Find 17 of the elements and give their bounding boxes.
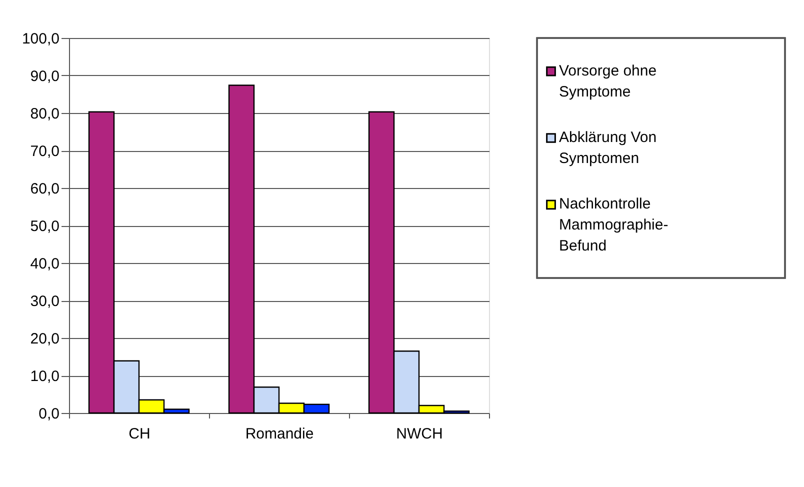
y-tick-label: 40,0 [30,256,60,272]
y-tick-label: 20,0 [30,330,60,348]
y-tick-label: 70,0 [30,143,60,160]
y-tick-label: 80,0 [30,106,60,122]
legend-label: Nachkontrolle Mammographie-Befund [559,196,668,255]
x-tick-label: Romandie [245,426,314,442]
legend-label: Vorsorge ohne Symptome [559,62,657,100]
y-tick-label: 60,0 [30,180,60,198]
legend-label: Abklärung Von Symptomen [559,129,657,167]
y-tick-label: 50,0 [30,218,60,235]
y-tick-label: 90,0 [30,68,60,85]
y-tick-label: 0,0 [38,406,60,422]
x-tick-label: NWCH [396,426,443,442]
x-tick-label: CH [128,426,150,442]
y-tick-label: 30,0 [30,293,60,310]
y-tick-label: 10,0 [30,368,60,385]
y-tick-label: 100,0 [22,30,60,48]
